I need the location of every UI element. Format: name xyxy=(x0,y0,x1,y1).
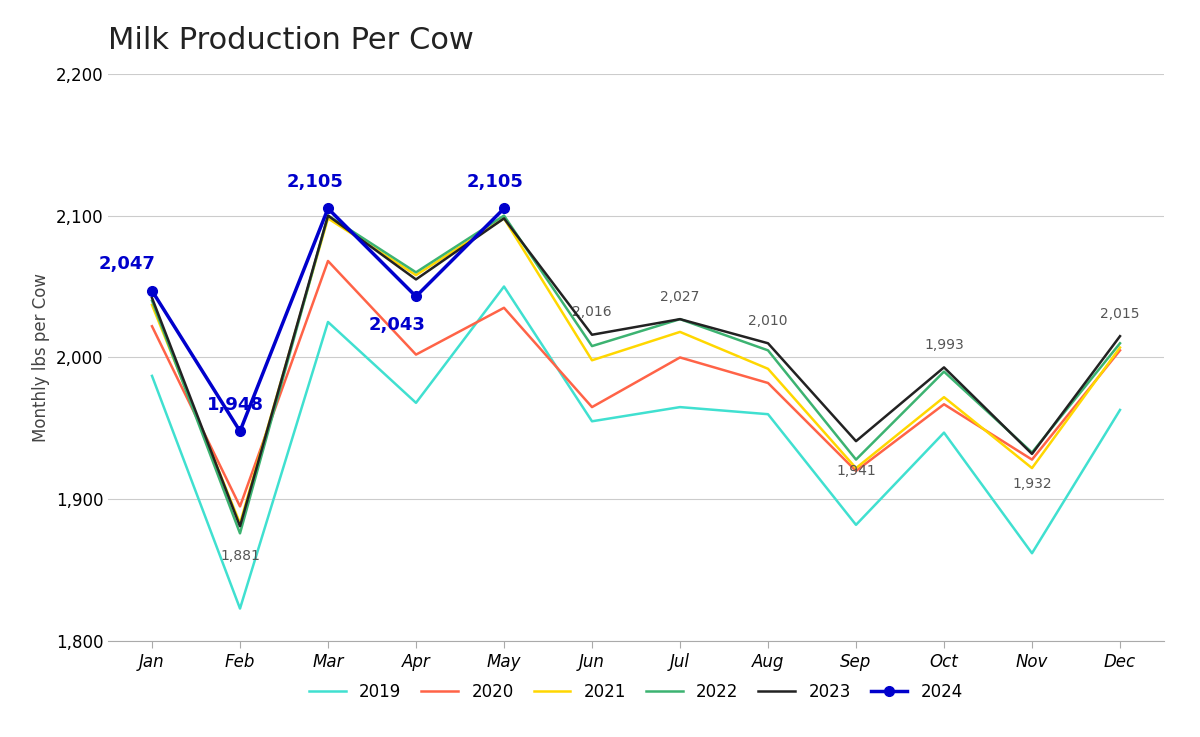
Text: 2,047: 2,047 xyxy=(98,256,156,273)
2020 xyxy=(584,402,599,411)
2022 xyxy=(848,455,863,464)
Text: 2,016: 2,016 xyxy=(572,305,612,319)
Text: 1,941: 1,941 xyxy=(836,464,876,478)
2021 xyxy=(497,214,511,223)
Line: 2021: 2021 xyxy=(152,218,1120,523)
Text: 1,932: 1,932 xyxy=(1012,477,1052,491)
2024 xyxy=(409,292,424,301)
2020 xyxy=(1112,346,1127,354)
2023 xyxy=(937,363,952,371)
2020 xyxy=(937,400,952,409)
2023 xyxy=(320,211,335,220)
2023 xyxy=(584,330,599,339)
2019 xyxy=(584,417,599,426)
2021 xyxy=(673,327,688,336)
2024 xyxy=(145,287,160,296)
2021 xyxy=(409,270,424,279)
Text: 2,010: 2,010 xyxy=(749,314,787,328)
2020 xyxy=(320,256,335,265)
2021 xyxy=(145,301,160,310)
Legend: 2019, 2020, 2021, 2022, 2023, 2024: 2019, 2020, 2021, 2022, 2023, 2024 xyxy=(310,683,962,701)
2021 xyxy=(761,364,775,373)
Text: 1,881: 1,881 xyxy=(220,549,260,563)
2019 xyxy=(233,604,247,613)
2024 xyxy=(233,427,247,436)
Y-axis label: Monthly lbs per Cow: Monthly lbs per Cow xyxy=(32,273,50,442)
2019 xyxy=(673,402,688,411)
2022 xyxy=(233,529,247,538)
2023 xyxy=(409,275,424,284)
2020 xyxy=(497,304,511,312)
2020 xyxy=(673,353,688,362)
2024 xyxy=(497,204,511,213)
2023 xyxy=(673,315,688,324)
2019 xyxy=(1025,549,1039,558)
2021 xyxy=(937,393,952,402)
2022 xyxy=(1112,339,1127,348)
2022 xyxy=(320,211,335,220)
2022 xyxy=(409,268,424,277)
2022 xyxy=(761,346,775,354)
2023 xyxy=(1112,332,1127,340)
Text: 1,948: 1,948 xyxy=(208,396,264,414)
2021 xyxy=(1025,464,1039,472)
Text: 2,105: 2,105 xyxy=(467,173,523,191)
2023 xyxy=(233,522,247,531)
2020 xyxy=(1025,455,1039,464)
2022 xyxy=(145,296,160,305)
2023 xyxy=(848,437,863,446)
2022 xyxy=(584,342,599,351)
Line: 2024: 2024 xyxy=(148,203,509,436)
2021 xyxy=(848,464,863,472)
2022 xyxy=(937,367,952,376)
Text: 1,993: 1,993 xyxy=(924,338,964,352)
2019 xyxy=(320,318,335,326)
2021 xyxy=(584,356,599,365)
2020 xyxy=(233,502,247,511)
2023 xyxy=(761,339,775,348)
2021 xyxy=(320,214,335,223)
Text: Milk Production Per Cow: Milk Production Per Cow xyxy=(108,26,474,55)
2019 xyxy=(1112,405,1127,414)
2019 xyxy=(409,399,424,408)
2022 xyxy=(497,211,511,220)
2022 xyxy=(673,315,688,324)
Line: 2020: 2020 xyxy=(152,261,1120,506)
2020 xyxy=(848,467,863,475)
2019 xyxy=(848,520,863,529)
2024 xyxy=(320,204,335,213)
Text: 2,043: 2,043 xyxy=(368,316,425,335)
2023 xyxy=(145,293,160,302)
Line: 2019: 2019 xyxy=(152,287,1120,609)
Text: 2,015: 2,015 xyxy=(1100,307,1140,321)
2021 xyxy=(233,519,247,528)
2019 xyxy=(497,282,511,291)
Text: 2,027: 2,027 xyxy=(660,290,700,304)
2020 xyxy=(145,322,160,331)
2023 xyxy=(1025,450,1039,458)
2019 xyxy=(937,428,952,437)
2019 xyxy=(761,410,775,419)
2019 xyxy=(145,371,160,380)
Line: 2022: 2022 xyxy=(152,215,1120,534)
Line: 2023: 2023 xyxy=(152,215,1120,526)
2020 xyxy=(409,350,424,359)
2023 xyxy=(497,214,511,223)
2020 xyxy=(761,379,775,388)
Text: 2,105: 2,105 xyxy=(287,173,343,191)
2021 xyxy=(1112,343,1127,352)
2022 xyxy=(1025,448,1039,457)
